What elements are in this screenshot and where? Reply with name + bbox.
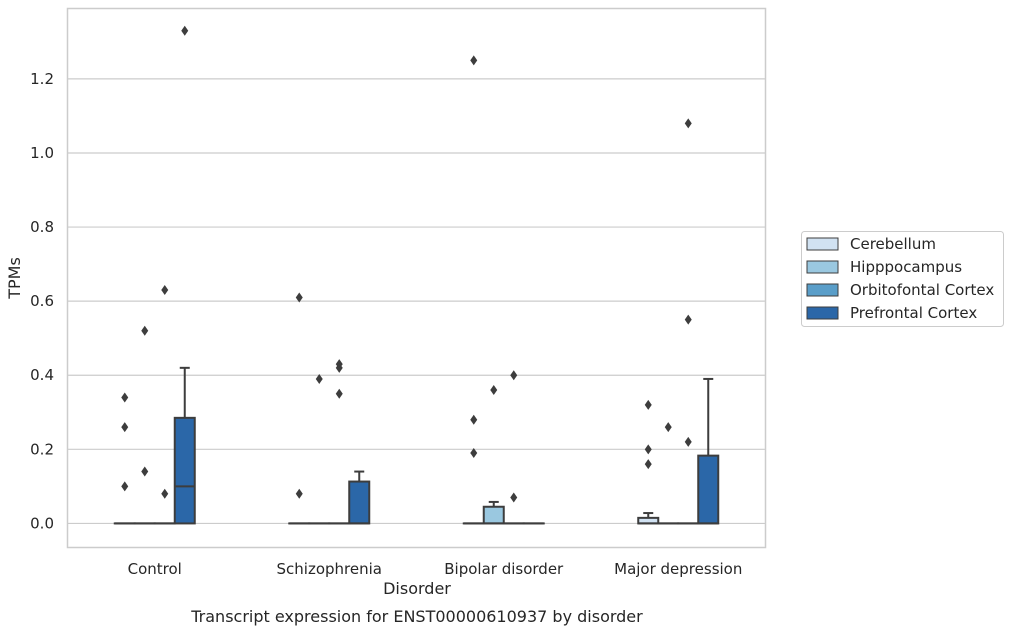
outlier-point: [295, 488, 303, 499]
box-2-2: [502, 370, 525, 525]
box-0-3: [173, 25, 196, 525]
box-2-1: [482, 385, 505, 525]
box-1-1: [308, 373, 331, 525]
y-tick-label: 0.6: [30, 292, 54, 310]
legend-label: Prefrontal Cortex: [850, 304, 977, 322]
x-tick-label: Bipolar disorder: [444, 560, 564, 578]
outlier-point: [644, 399, 652, 410]
outlier-point: [470, 414, 478, 425]
legend-swatch: [806, 237, 839, 251]
box: [348, 480, 371, 525]
box: [482, 505, 505, 525]
y-tick-label: 0.0: [30, 514, 54, 532]
outlier-point: [181, 25, 189, 36]
plot-frame: [66, 7, 767, 549]
box-3-3: [697, 377, 720, 525]
y-tick-label: 1.2: [30, 70, 54, 88]
legend-swatch: [806, 260, 839, 274]
outlier-point: [470, 448, 478, 459]
outlier-point: [644, 444, 652, 455]
legend-label: Hipppocampus: [850, 258, 962, 276]
legend-label: Orbitofontal Cortex: [850, 281, 994, 299]
y-tick-labels: 0.0 0.2 0.4 0.6 0.8 1.0 1.2: [30, 70, 54, 533]
outlier-point: [121, 481, 129, 492]
outlier-point: [161, 285, 169, 296]
x-tick-label: Major depression: [614, 560, 742, 578]
x-tick-label: Control: [128, 560, 182, 578]
legend-swatch: [806, 306, 839, 320]
x-tick-labels: Control Schizophrenia Bipolar disorder Majo…: [128, 560, 743, 578]
outlier-point: [141, 325, 149, 336]
outlier-point: [684, 314, 692, 325]
boxes: [113, 25, 720, 525]
box-1-0: [288, 292, 311, 525]
outlier-point: [121, 422, 129, 433]
outlier-point: [664, 422, 672, 433]
x-tick-label: Schizophrenia: [277, 560, 382, 578]
legend-frame: [801, 231, 1004, 327]
box-1-2: [328, 359, 351, 525]
outlier-point: [141, 466, 149, 477]
outlier-point: [335, 359, 343, 370]
outlier-point: [510, 370, 518, 381]
box-3-0: [637, 399, 660, 525]
outlier-point: [295, 292, 303, 303]
y-tick-label: 0.8: [30, 218, 54, 236]
outlier-point: [121, 392, 129, 403]
outlier-point: [470, 55, 478, 66]
y-tick-label: 0.2: [30, 440, 54, 458]
box-0-0: [113, 392, 136, 525]
box: [697, 454, 720, 525]
outlier-point: [490, 385, 498, 396]
box: [173, 416, 196, 525]
legend: Cerebellum Hipppocampus Orbitofontal Corte…: [801, 231, 1004, 327]
outlier-point: [684, 436, 692, 447]
y-tick-label: 0.4: [30, 366, 54, 384]
box-0-2: [153, 285, 176, 525]
box-3-2: [677, 118, 700, 525]
y-tick-label: 1.0: [30, 144, 54, 162]
box-1-3: [348, 470, 371, 525]
chart-caption: Transcript expression for ENST0000061093…: [190, 607, 643, 626]
outlier-point: [161, 488, 169, 499]
outlier-point: [644, 459, 652, 470]
outlier-point: [335, 388, 343, 399]
plot-area: [67, 8, 766, 548]
y-axis-label: TPMs: [5, 257, 24, 300]
outlier-point: [510, 492, 518, 503]
outlier-point: [684, 118, 692, 129]
x-axis-label: Disorder: [383, 579, 451, 598]
outlier-point: [315, 373, 323, 384]
legend-label: Cerebellum: [850, 235, 936, 253]
legend-swatch: [806, 283, 839, 297]
